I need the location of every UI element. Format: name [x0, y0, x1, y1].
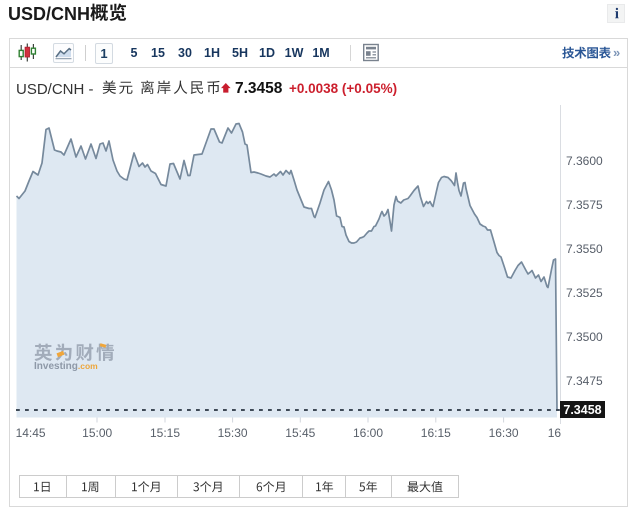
svg-text:7.3575: 7.3575 — [566, 198, 603, 212]
svg-text:16: 16 — [548, 426, 562, 440]
svg-text:15:45: 15:45 — [285, 426, 315, 440]
svg-text:16:15: 16:15 — [421, 426, 451, 440]
svg-text:7.3525: 7.3525 — [566, 286, 603, 300]
svg-text:15:15: 15:15 — [150, 426, 180, 440]
svg-text:14:45: 14:45 — [16, 426, 46, 440]
svg-text:15:30: 15:30 — [218, 426, 248, 440]
svg-text:16:30: 16:30 — [489, 426, 519, 440]
svg-text:7.3475: 7.3475 — [566, 374, 603, 388]
svg-text:16:00: 16:00 — [353, 426, 383, 440]
svg-text:7.3458: 7.3458 — [563, 403, 601, 417]
svg-text:15:00: 15:00 — [82, 426, 112, 440]
svg-text:7.3600: 7.3600 — [566, 154, 603, 168]
svg-text:7.3500: 7.3500 — [566, 330, 603, 344]
svg-text:7.3550: 7.3550 — [566, 242, 603, 256]
